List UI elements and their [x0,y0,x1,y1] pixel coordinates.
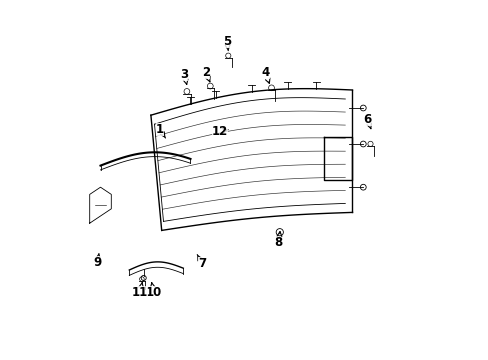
Text: 3: 3 [180,68,188,84]
Text: 9: 9 [93,253,102,269]
Text: 1: 1 [156,123,165,138]
Text: 8: 8 [274,231,282,249]
Text: 5: 5 [223,35,231,51]
Text: 4: 4 [261,66,269,84]
Text: 2: 2 [202,66,210,82]
Text: 6: 6 [363,113,371,129]
Text: 7: 7 [197,255,205,270]
Text: 10: 10 [145,283,162,299]
Text: 12: 12 [211,125,228,138]
Text: 11: 11 [132,283,148,299]
